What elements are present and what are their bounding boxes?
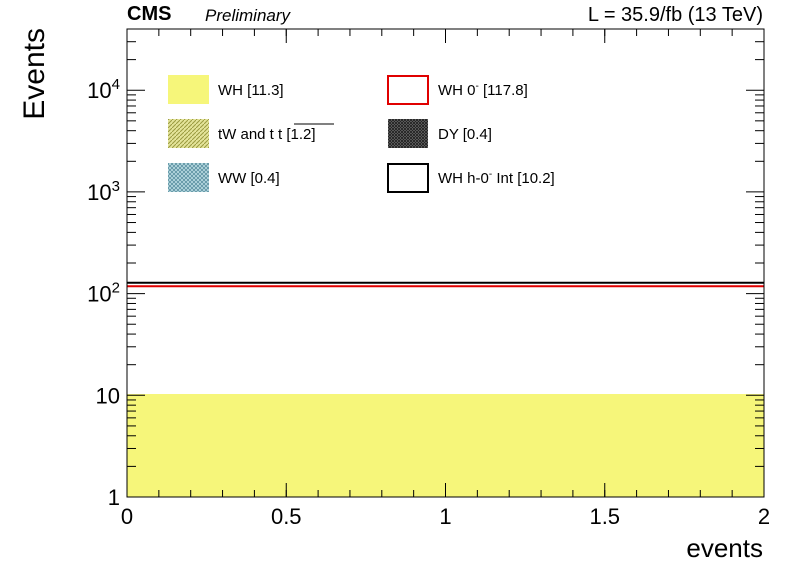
legend-swatch-ww xyxy=(168,163,209,192)
legend: WH [11.3] WH 0- [117.8] tW and t t [1.2]… xyxy=(168,75,555,193)
legend-label-wh-0minus: WH 0- [117.8] xyxy=(438,81,528,99)
cms-label: CMS xyxy=(127,3,171,25)
preliminary-label: Preliminary xyxy=(205,6,292,25)
y-tick-label: 10 xyxy=(96,383,120,408)
y-tick-label: 1 xyxy=(108,485,120,510)
legend-swatch-wh-0minus xyxy=(387,75,429,105)
lumi-label: L = 35.9/fb (13 TeV) xyxy=(588,4,763,26)
y-tick-label: 104 xyxy=(87,76,120,103)
plot-area: 0 0.5 1 1.5 2 1 10 102 103 104 xyxy=(87,28,770,529)
legend-label-tw-ttbar: tW and t t [1.2] xyxy=(218,126,316,143)
legend-label-wh: WH [11.3] xyxy=(218,82,284,99)
series-fill-0 xyxy=(127,394,764,497)
legend-label-wh-int: WH h-0- Int [10.2] xyxy=(438,169,555,187)
y-axis-title: Events xyxy=(18,28,51,120)
x-tick-label: 1 xyxy=(439,504,451,529)
x-tick-label: 0.5 xyxy=(271,504,302,529)
legend-swatch-wh xyxy=(168,75,209,104)
x-axis-title: events xyxy=(686,533,763,563)
x-tick-label: 0 xyxy=(121,504,133,529)
legend-label-dy: DY [0.4] xyxy=(438,126,492,143)
legend-label-ww: WW [0.4] xyxy=(218,170,280,187)
y-tick-label: 103 xyxy=(87,178,120,205)
legend-swatch-wh-int xyxy=(387,163,429,193)
y-tick-label: 102 xyxy=(87,280,120,307)
x-tick-label: 1.5 xyxy=(589,504,620,529)
x-tick-label: 2 xyxy=(758,504,770,529)
legend-swatch-tw-ttbar xyxy=(168,119,209,148)
legend-swatch-dy xyxy=(388,119,428,148)
